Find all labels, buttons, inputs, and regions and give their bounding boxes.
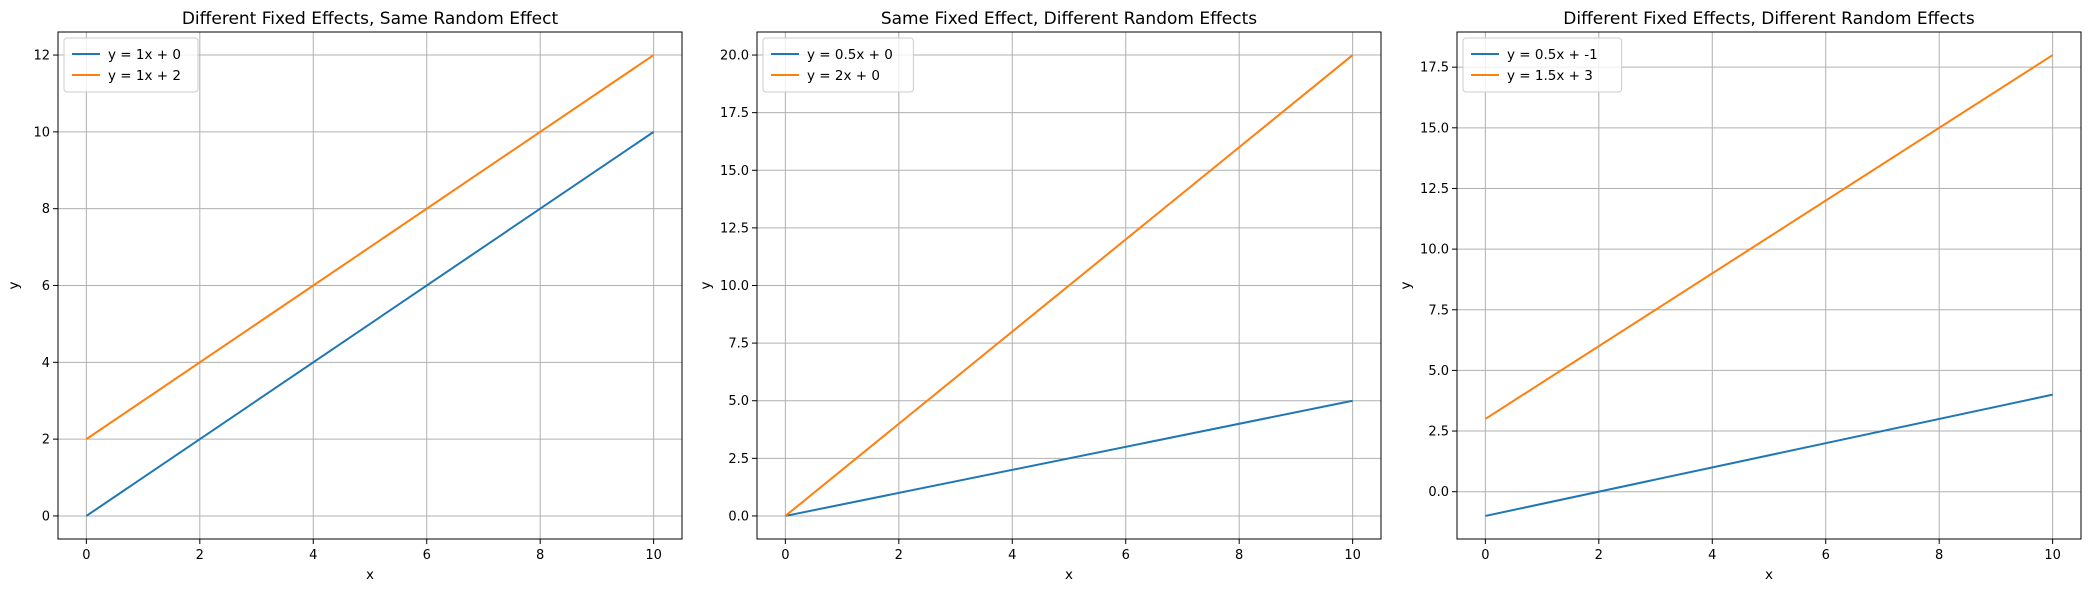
y-tick-label: 0 (42, 509, 50, 524)
legend-label: y = 1x + 0 (108, 47, 181, 63)
y-tick-label: 12 (33, 49, 50, 64)
x-tick-label: 2 (1595, 548, 1603, 563)
y-tick-label: 12.5 (720, 221, 749, 236)
x-tick-label: 2 (196, 548, 204, 563)
legend-label: y = 0.5x + 0 (807, 47, 893, 63)
y-tick-label: 6 (42, 279, 50, 294)
x-tick-label: 4 (309, 548, 317, 563)
y-tick-label: 10.0 (1420, 243, 1449, 258)
y-tick-label: 10 (33, 125, 50, 140)
x-tick-label: 10 (1344, 548, 1361, 563)
x-tick-label: 2 (895, 548, 903, 563)
legend: y = 0.5x + -1 y = 1.5x + 3 (1462, 37, 1623, 93)
legend: y = 0.5x + 0 y = 2x + 0 (762, 37, 914, 93)
legend-label: y = 0.5x + -1 (1507, 47, 1598, 63)
y-tick-label: 15.0 (1420, 121, 1449, 136)
y-tick-label: 7.5 (1428, 303, 1449, 318)
legend-frame (762, 37, 914, 93)
y-tick-label: 5.0 (728, 394, 749, 409)
legend-frame (1462, 37, 1623, 93)
y-tick-label: 10.0 (720, 279, 749, 294)
y-tick-label: 15.0 (720, 164, 749, 179)
x-tick-label: 4 (1008, 548, 1016, 563)
x-axis-label: x (1065, 567, 1073, 583)
legend: y = 1x + 0 y = 1x + 2 (63, 37, 199, 93)
x-tick-label: 6 (423, 548, 431, 563)
y-tick-label: 12.5 (1420, 182, 1449, 197)
legend-label: y = 2x + 0 (807, 68, 880, 84)
y-tick-label: 2 (42, 433, 50, 448)
y-tick-label: 0.0 (728, 509, 749, 524)
y-tick-label: 5.0 (1428, 364, 1449, 379)
y-axis-label: y (1398, 282, 1414, 290)
x-tick-label: 10 (645, 548, 662, 563)
y-tick-label: 2.5 (728, 452, 749, 467)
y-tick-label: 0.0 (1428, 485, 1449, 500)
x-tick-label: 6 (1822, 548, 1830, 563)
y-tick-label: 4 (42, 356, 50, 371)
x-tick-label: 0 (1481, 548, 1489, 563)
y-tick-label: 7.5 (728, 337, 749, 352)
x-tick-label: 6 (1122, 548, 1130, 563)
x-tick-label: 0 (781, 548, 789, 563)
legend-frame (63, 37, 199, 93)
x-tick-label: 8 (1235, 548, 1243, 563)
y-tick-label: 17.5 (1420, 61, 1449, 76)
x-tick-label: 0 (82, 548, 90, 563)
y-axis-label: y (6, 282, 22, 290)
x-tick-label: 4 (1708, 548, 1716, 563)
axes-frame (1456, 31, 2082, 540)
y-tick-label: 17.5 (720, 106, 749, 121)
legend-label: y = 1.5x + 3 (1507, 68, 1593, 84)
chart-title: Different Fixed Effects, Different Rando… (1563, 9, 1975, 29)
chart-panel-1: 0 2 4 6 8 10 0 2 4 6 8 10 12 Different Fixed Effects,… (6, 9, 683, 583)
x-tick-label: 8 (1935, 548, 1943, 563)
series-line-2 (85, 54, 655, 440)
x-tick-label: 10 (2044, 548, 2061, 563)
series-line-2 (1484, 54, 2054, 420)
x-axis-label: x (366, 567, 374, 583)
x-tick-label: 8 (536, 548, 544, 563)
y-tick-label: 8 (42, 202, 50, 217)
chart-title: Same Fixed Effect, Different Random Effe… (881, 9, 1257, 29)
series-line-1 (85, 131, 655, 517)
series-line-2 (784, 54, 1354, 517)
y-tick-label: 20.0 (720, 49, 749, 64)
x-axis-label: x (1765, 567, 1773, 583)
chart-panel-3: 0 2 4 6 8 10 0.0 2.5 5.0 7.5 10.0 12.5 15.0 17.5 Diffe… (1398, 9, 2082, 583)
chart-panel-2: 0 2 4 6 8 10 0.0 2.5 5.0 7.5 10.0 12.5 15.0 17.5 20.0 S… (698, 9, 1382, 583)
series-line-1 (785, 399, 1353, 517)
chart-title: Different Fixed Effects, Same Random Eff… (182, 9, 559, 29)
series-line-1 (1485, 393, 2053, 517)
y-tick-label: 2.5 (1428, 425, 1449, 440)
y-axis-label: y (698, 282, 714, 290)
legend-label: y = 1x + 2 (108, 68, 181, 84)
